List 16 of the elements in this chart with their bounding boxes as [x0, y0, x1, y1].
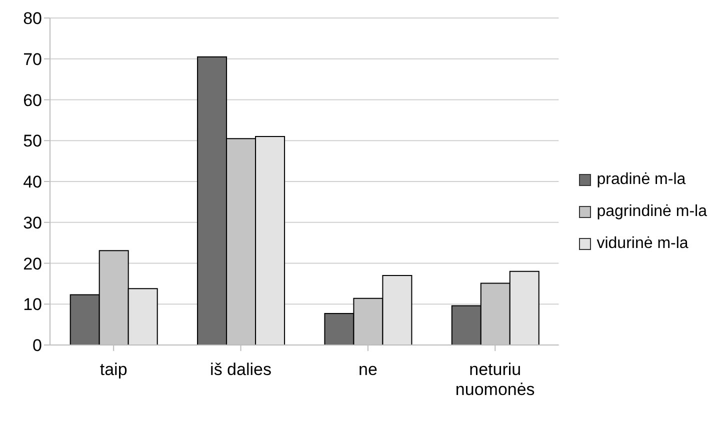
x-tick-label: ne — [358, 360, 378, 379]
legend-label: pradinė m-la — [596, 170, 686, 188]
x-tick-label: iš dalies — [210, 360, 272, 379]
y-tick-label: 10 — [23, 295, 42, 314]
legend-label: pagrindinė m-la — [596, 202, 707, 220]
y-tick-label: 50 — [23, 132, 42, 151]
x-tick-label: taip — [100, 360, 128, 379]
y-tick-label: 30 — [23, 213, 42, 232]
y-tick-label: 20 — [23, 254, 42, 274]
y-tick-label: 80 — [23, 9, 42, 28]
y-tick-label: 40 — [23, 172, 42, 192]
legend-label: vidurinė m-la — [596, 234, 688, 252]
y-tick-label: 60 — [23, 90, 42, 110]
x-tick-label: neturiu nuomonės — [455, 360, 535, 399]
y-tick-label: 70 — [23, 50, 42, 69]
y-tick-label: 0 — [32, 336, 42, 356]
